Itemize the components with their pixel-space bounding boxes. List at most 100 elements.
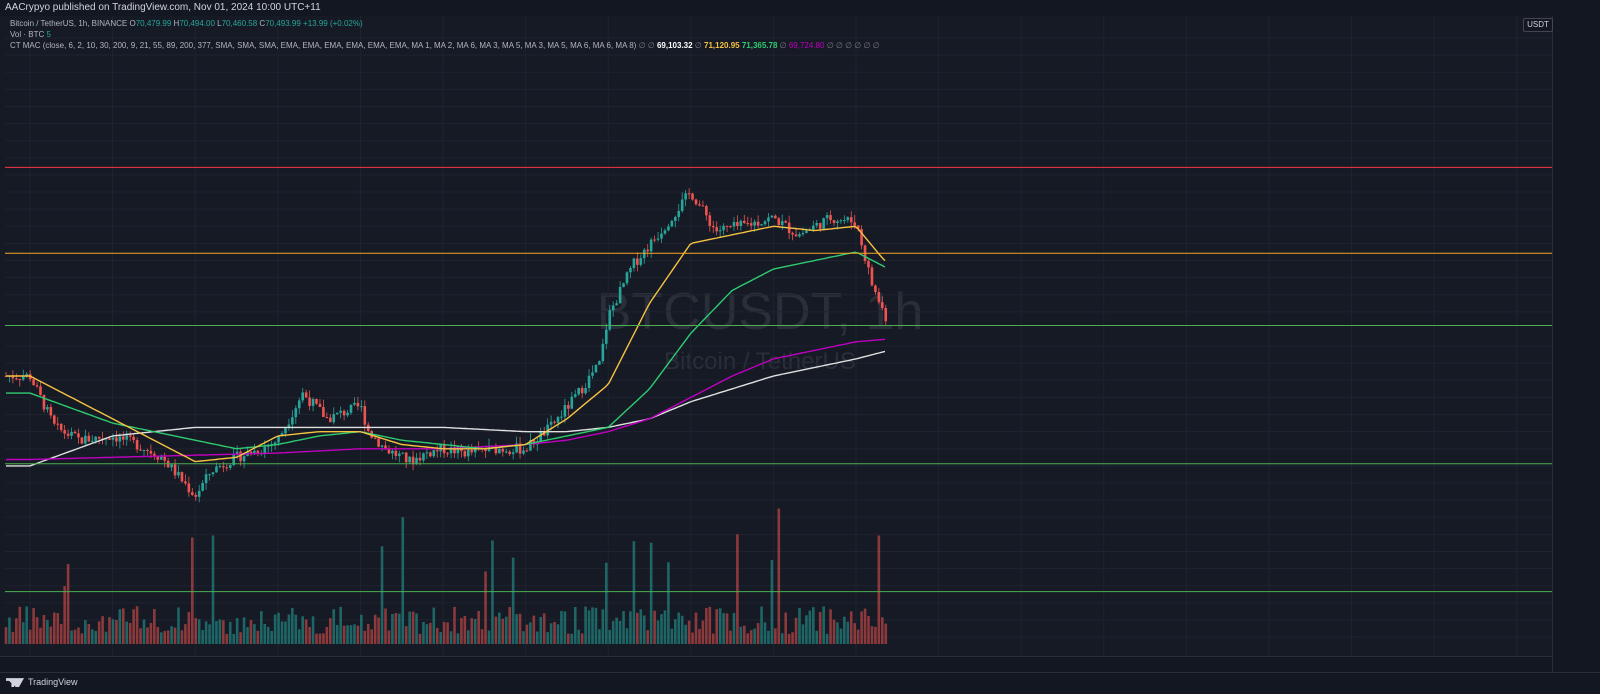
candle-body bbox=[66, 433, 70, 436]
volume-bar bbox=[763, 622, 767, 644]
candle-body bbox=[335, 412, 339, 415]
volume-bar bbox=[594, 607, 598, 644]
volume-bar bbox=[767, 630, 770, 644]
volume-bar bbox=[287, 614, 291, 644]
volume-bar bbox=[739, 626, 743, 644]
volume-bar bbox=[601, 609, 605, 644]
candle-body bbox=[273, 442, 277, 445]
volume-bar bbox=[266, 626, 270, 644]
volume-bar bbox=[28, 629, 32, 644]
volume-bar bbox=[380, 546, 384, 644]
volume-bar bbox=[84, 620, 87, 644]
volume-bar bbox=[349, 625, 353, 644]
volume-bar bbox=[532, 615, 536, 644]
volume-bar bbox=[49, 626, 53, 644]
candle-body bbox=[349, 404, 353, 413]
volume-bar bbox=[846, 621, 850, 644]
volume-bar bbox=[639, 609, 643, 644]
volume-bar bbox=[270, 631, 273, 644]
volume-bar bbox=[580, 633, 584, 644]
legend-indicator-empty-b: ∅ bbox=[694, 41, 702, 50]
candle-body bbox=[791, 232, 794, 235]
candle-body bbox=[642, 249, 646, 259]
volume-bar bbox=[222, 620, 225, 644]
legend-indicator[interactable]: CT MAC (close, 6, 2, 10, 30, 200, 9, 21,… bbox=[10, 41, 637, 50]
candle-body bbox=[222, 466, 225, 468]
candle-body bbox=[501, 448, 505, 452]
volume-bar bbox=[539, 616, 543, 644]
candle-body bbox=[794, 234, 798, 237]
candle-body bbox=[21, 376, 25, 380]
legend-symbol[interactable]: Bitcoin / TetherUS, 1h, BINANCE bbox=[10, 19, 128, 28]
volume-bar bbox=[111, 619, 115, 644]
candle-body bbox=[418, 457, 422, 461]
candle-body bbox=[11, 375, 15, 379]
candle-body bbox=[446, 453, 449, 455]
candle-body bbox=[749, 223, 753, 226]
volume-bar bbox=[780, 633, 784, 644]
candle-body bbox=[625, 272, 629, 284]
volume-bar bbox=[122, 608, 125, 644]
volume-bar bbox=[494, 616, 498, 644]
volume-bar bbox=[415, 613, 418, 644]
volume-bar bbox=[356, 625, 360, 644]
volume-bar bbox=[498, 612, 501, 644]
candle-body bbox=[729, 226, 732, 228]
candle-body bbox=[815, 223, 819, 226]
volume-bar bbox=[470, 618, 474, 644]
candle-body bbox=[760, 224, 763, 226]
currency-button[interactable]: USDT bbox=[1523, 18, 1553, 32]
candle-body bbox=[35, 385, 39, 387]
volume-bar bbox=[556, 624, 560, 644]
volume-bar bbox=[197, 619, 201, 644]
volume-bar bbox=[335, 624, 339, 644]
volume-bar bbox=[715, 609, 718, 644]
legend-indicator-v2: 71,120.95 bbox=[704, 41, 740, 50]
candle-body bbox=[118, 436, 122, 442]
candle-body bbox=[649, 239, 653, 252]
volume-bar bbox=[822, 606, 825, 644]
candle-body bbox=[391, 450, 394, 454]
candle-body bbox=[108, 438, 111, 440]
candle-body bbox=[422, 453, 425, 461]
volume-bar bbox=[318, 633, 322, 644]
volume-bar bbox=[239, 632, 242, 644]
candle-body bbox=[239, 451, 242, 462]
volume-bar bbox=[711, 633, 715, 644]
candle-body bbox=[767, 217, 770, 222]
volume-bar bbox=[770, 559, 774, 644]
legend-volume[interactable]: Vol · BTC bbox=[10, 30, 45, 39]
tradingview-logo[interactable]: TradingView bbox=[6, 677, 78, 688]
legend-low: 70,460.58 bbox=[221, 19, 258, 28]
volume-bar bbox=[453, 606, 456, 644]
candle-body bbox=[874, 285, 877, 292]
candle-body bbox=[128, 435, 132, 437]
volume-bar bbox=[749, 630, 753, 644]
legend-indicator-empty-c: ∅ bbox=[779, 41, 787, 50]
volume-bar bbox=[429, 622, 432, 644]
legend-indicator-v4: 69,724.80 bbox=[788, 41, 825, 50]
price-axis[interactable] bbox=[1552, 16, 1600, 672]
candle-body bbox=[432, 450, 436, 457]
volume-bar bbox=[360, 614, 363, 644]
candle-body bbox=[715, 227, 718, 232]
volume-bar bbox=[484, 571, 487, 644]
time-axis[interactable] bbox=[0, 656, 1552, 673]
volume-bar bbox=[736, 534, 739, 644]
candle-body bbox=[291, 417, 294, 425]
candle-body bbox=[63, 430, 66, 434]
candle-body bbox=[201, 483, 204, 491]
chart-pane[interactable] bbox=[0, 16, 1552, 672]
volume-bar bbox=[511, 557, 515, 644]
candle-body bbox=[439, 444, 442, 452]
volume-bar bbox=[142, 619, 146, 644]
candle-body bbox=[725, 225, 729, 227]
candle-body bbox=[329, 417, 332, 423]
candle-body bbox=[522, 450, 525, 454]
volume-bar bbox=[332, 609, 336, 644]
candle-body bbox=[304, 392, 308, 398]
volume-bar bbox=[291, 607, 294, 644]
volume-bar bbox=[249, 620, 253, 644]
candle-body bbox=[639, 258, 643, 265]
